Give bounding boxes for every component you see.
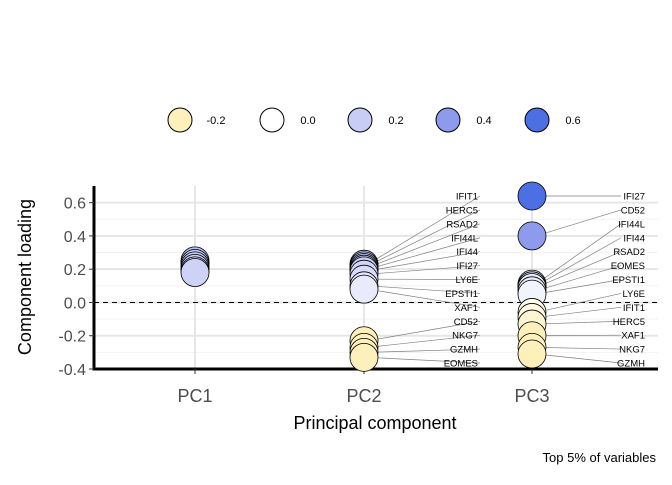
chart-caption: Top 5% of variables [543,450,657,465]
point-label: NKG7 [619,345,645,356]
point-label: RSAD2 [446,219,478,230]
label-leaders [368,196,621,363]
loading-point [350,343,378,371]
legend-swatch [525,108,549,132]
point-label: IFIT1 [456,192,478,203]
label-leader [536,224,621,284]
loading-point [518,222,546,250]
point-label: EPSTI1 [612,275,645,286]
legend-label: 0.0 [300,115,315,127]
point-label: IFI44 [456,247,478,258]
y-tick-label: -0.4 [58,362,86,379]
point-label: NKG7 [452,331,478,342]
y-tick-label: -0.2 [58,329,86,346]
legend-swatch [168,108,192,132]
y-tick-label: 0.6 [64,196,86,213]
legend-label: 0.6 [565,115,580,127]
legend-swatch [348,108,372,132]
point-label: IFIT1 [623,303,645,314]
point-label: EOMES [444,359,478,370]
legend-swatch [436,108,460,132]
point-label: IFI44L [451,233,478,244]
label-leader [536,321,621,324]
x-tick-label: PC2 [346,386,381,406]
y-tick-label: 0.2 [64,262,86,279]
point-label: XAF1 [454,303,478,314]
loading-point [518,182,546,210]
label-leader [536,354,621,363]
loading-point [181,259,209,287]
x-tick-label: PC3 [514,386,549,406]
point-label: IFI44 [623,233,645,244]
y-tick-label: 0.4 [64,229,86,246]
point-label: EOMES [611,261,645,272]
loading-point [518,340,546,368]
point-label: XAF1 [621,331,645,342]
point-label: GZMH [617,359,645,370]
loading-point [350,275,378,303]
point-label: IFI44L [618,219,645,230]
legend-swatch [260,108,284,132]
point-label: CD52 [621,205,645,216]
label-leader [536,347,621,349]
point-label: CD52 [454,317,478,328]
point-label: RSAD2 [613,247,645,258]
point-label: EPSTI1 [445,289,478,300]
point-label: IFI27 [623,192,645,203]
label-leader [536,307,621,317]
point-label: LY6E [455,275,478,286]
x-axis-title: Principal component [293,413,456,433]
point-label: IFI27 [456,261,478,272]
point-label: HERC5 [613,317,645,328]
point-label: GZMH [450,345,478,356]
y-tick-label: 0.0 [64,295,86,312]
label-leader [536,238,621,286]
legend-label: -0.2 [207,115,226,127]
y-axis-title: Component loading [15,199,35,355]
color-legend: -0.2 0.0 0.2 0.4 0.6 [168,108,581,132]
label-leader [536,210,621,236]
point-label: LY6E [622,289,645,300]
legend-label: 0.4 [476,115,491,127]
x-tick-label: PC1 [177,386,212,406]
legend-label: 0.2 [388,115,403,127]
point-label: HERC5 [446,205,478,216]
